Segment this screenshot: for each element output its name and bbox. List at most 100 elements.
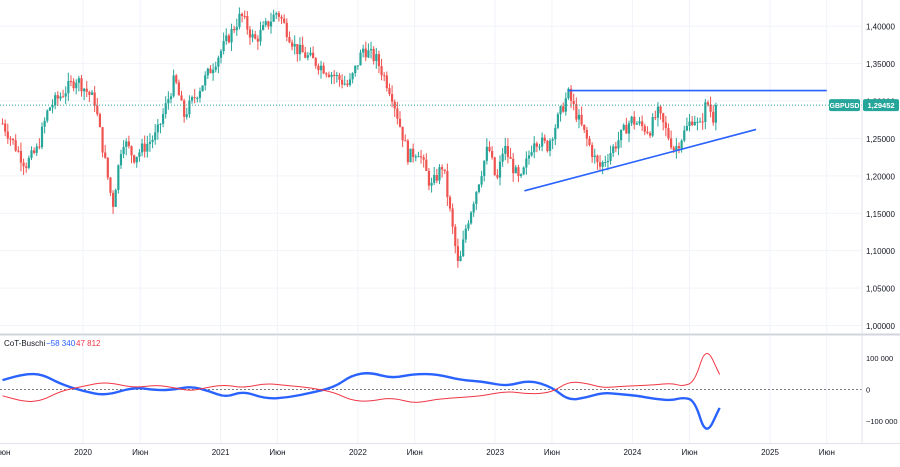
candle-body <box>496 175 499 178</box>
candle-body <box>509 156 512 159</box>
time-axis-tick-label: 2022 <box>349 448 367 457</box>
candle-body <box>483 160 486 177</box>
candle-body <box>254 34 257 39</box>
candle-body <box>554 127 557 140</box>
candle-body <box>222 41 225 52</box>
candle-body <box>343 83 346 85</box>
candle-body <box>64 93 67 97</box>
candle-body <box>527 155 531 159</box>
candle-body <box>306 55 309 58</box>
candle-body <box>330 74 333 77</box>
candle-body <box>448 197 452 209</box>
candle-body <box>512 158 515 174</box>
candle-body <box>485 146 488 161</box>
candle-body <box>667 128 670 139</box>
candle-body <box>48 107 52 111</box>
candle-body <box>109 177 112 193</box>
candle-body <box>33 150 36 153</box>
candle-body <box>680 140 683 149</box>
candle-body <box>140 143 144 153</box>
candle-body <box>227 35 230 43</box>
candle-body <box>364 48 367 58</box>
candle-body <box>93 92 96 106</box>
candle-body <box>514 167 517 174</box>
time-axis-tick-label: 2023 <box>486 448 504 457</box>
candle-body <box>577 114 581 120</box>
cot-pane[interactable]: CoT-Buschi −58 340 47 812 <box>0 339 862 430</box>
candle-body <box>104 152 107 158</box>
candle-body <box>164 103 167 115</box>
candle-body <box>127 141 130 147</box>
candle-body <box>393 101 396 109</box>
candle-body <box>340 79 344 85</box>
candle-body <box>672 147 675 151</box>
cot-series-red-line[interactable] <box>2 353 721 403</box>
candle-body <box>267 21 270 27</box>
candle-body <box>240 13 244 16</box>
candle-body <box>246 16 249 30</box>
candle-body <box>177 82 180 96</box>
candle-body <box>298 44 302 55</box>
candle-body <box>375 54 378 62</box>
time-axis-tick-label: 2021 <box>212 448 230 457</box>
time-axis-tick-label: 2020 <box>74 448 92 457</box>
candle-body <box>709 104 712 112</box>
cot-axis-tick-label: 0 <box>866 386 870 395</box>
candle-body <box>627 123 631 134</box>
candle-body <box>685 125 688 131</box>
candle-body <box>183 100 186 117</box>
candle-body <box>122 146 125 155</box>
candle-body <box>517 167 520 177</box>
candle-body <box>80 78 83 92</box>
candle-body <box>117 165 120 190</box>
candle-body <box>659 106 662 114</box>
candle-body <box>380 66 383 76</box>
candle-body <box>619 129 623 141</box>
candle-body <box>133 155 136 163</box>
candle-body <box>406 140 409 163</box>
candle-body <box>217 57 220 67</box>
candle-body <box>143 143 146 152</box>
candle-body <box>596 155 599 163</box>
candle-body <box>175 75 178 83</box>
candle-body <box>372 48 375 62</box>
time-axis-tick-label: 2024 <box>623 448 641 457</box>
candle-body <box>533 143 536 153</box>
candle-body <box>46 110 49 121</box>
candle-body <box>677 146 681 149</box>
candle-body <box>696 121 699 123</box>
candle-body <box>225 35 228 42</box>
candle-body <box>167 99 170 104</box>
candle-body <box>417 156 420 158</box>
candle-body <box>472 203 475 213</box>
candle-body <box>314 58 317 66</box>
candle-body <box>235 27 238 31</box>
candle-body <box>233 28 236 31</box>
candle-body <box>383 75 386 77</box>
candle-body <box>691 121 694 125</box>
candle-body <box>75 82 78 89</box>
candle-body <box>356 65 359 67</box>
price-pane[interactable] <box>0 7 862 268</box>
candle-body <box>609 153 612 161</box>
candle-body <box>706 102 710 105</box>
cot-axis-tick-label: 100 000 <box>866 354 893 363</box>
candle-body <box>196 97 199 99</box>
candle-body <box>656 106 660 118</box>
candle-body <box>493 157 496 176</box>
time-axis-tick-label: Июн <box>819 448 835 457</box>
candle-body <box>9 138 12 140</box>
candle-body <box>59 96 62 99</box>
candle-body <box>22 162 25 167</box>
candle-body <box>85 88 88 92</box>
candle-body <box>111 192 115 207</box>
ascending-support-trendline[interactable] <box>524 128 757 192</box>
candle-body <box>351 73 354 80</box>
candle-body <box>480 176 483 185</box>
candle-body <box>106 157 109 178</box>
candle-body <box>427 170 431 186</box>
candle-body <box>146 143 149 152</box>
candle-body <box>543 137 546 141</box>
candle-body <box>172 75 175 97</box>
cot-series-blue-line[interactable] <box>2 372 721 430</box>
